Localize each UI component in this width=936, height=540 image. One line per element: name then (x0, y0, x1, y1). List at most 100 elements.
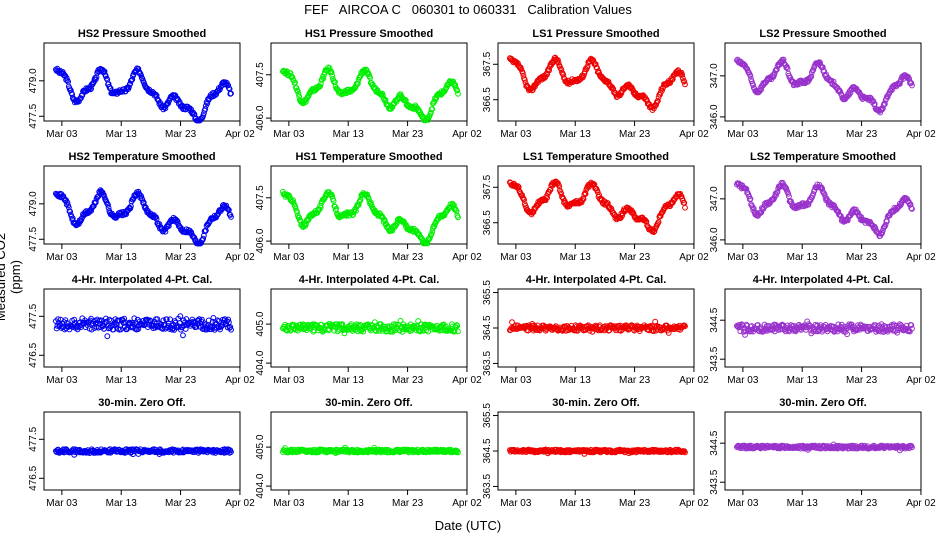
x-tick-label: Mar 13 (106, 375, 138, 386)
data-point (228, 214, 234, 220)
x-tick-label: Mar 23 (846, 129, 878, 140)
y-tick-label: 343.5 (709, 469, 720, 494)
x-tick-label: Mar 03 (46, 375, 78, 386)
data-point (558, 190, 565, 197)
panel-title: LS1 Temperature Smoothed (523, 151, 669, 163)
y-tick-label: 366.5 (482, 210, 493, 235)
panel-2-0: 4-Hr. Interpolated 4-Pt. Cal. Mar 03 Mar 1… (28, 274, 255, 386)
data-point (317, 83, 324, 90)
y-tick-label: 479.0 (28, 68, 39, 93)
data-point (214, 212, 221, 218)
data-point (908, 322, 915, 329)
plot-frame (43, 288, 241, 368)
data-point (180, 332, 186, 339)
data-point (452, 81, 459, 88)
data-series (53, 187, 234, 247)
y-tick-label: 366.5 (482, 87, 493, 112)
plot-frame (724, 288, 922, 368)
data-point (292, 205, 299, 212)
data-point (228, 326, 234, 333)
panel-title: HS2 Pressure Smoothed (78, 28, 206, 40)
data-point (519, 70, 526, 76)
data-point (521, 197, 527, 203)
data-point (125, 84, 132, 91)
data-point (680, 75, 686, 82)
data-point (55, 316, 61, 323)
data-point (645, 324, 652, 330)
data-point (758, 86, 765, 93)
x-tick-label: Apr 02 (225, 375, 255, 386)
y-tick-label: 407.5 (255, 185, 266, 210)
data-point (92, 199, 99, 206)
data-point (225, 316, 232, 323)
data-point (546, 67, 552, 74)
data-point (808, 73, 815, 80)
plot-frame (497, 42, 695, 122)
x-tick-label: Mar 13 (560, 252, 592, 263)
y-tick-label: 364.5 (482, 438, 493, 463)
data-point (453, 322, 460, 328)
data-point (742, 332, 748, 338)
data-point (454, 322, 461, 329)
data-point (884, 94, 891, 100)
x-tick-label: Mar 23 (392, 498, 424, 509)
data-point (162, 105, 169, 112)
data-point (294, 208, 301, 215)
x-tick-label: Apr 02 (906, 252, 936, 263)
panel-title: 30-min. Zero Off. (779, 397, 866, 409)
x-tick-label: Mar 03 (46, 129, 78, 140)
data-point (810, 67, 817, 73)
x-tick-label: Apr 02 (225, 498, 255, 509)
plot-frame (724, 42, 922, 122)
data-series (507, 318, 688, 336)
data-point (847, 89, 854, 96)
data-point (338, 321, 345, 328)
data-point (749, 204, 756, 211)
data-series (507, 54, 688, 113)
data-point (135, 65, 142, 72)
x-tick-label: Apr 02 (679, 498, 709, 509)
y-tick-label: 363.5 (482, 351, 493, 376)
data-series (734, 318, 915, 338)
y-tick-label: 346.0 (709, 104, 720, 129)
y-tick-label: 344.5 (709, 307, 720, 332)
data-point (129, 320, 136, 326)
data-point (882, 221, 889, 228)
x-tick-label: Mar 23 (846, 252, 878, 263)
data-point (103, 315, 109, 322)
x-tick-label: Mar 23 (165, 129, 197, 140)
data-point (592, 61, 599, 68)
x-tick-label: Mar 03 (727, 129, 759, 140)
panel-2-3: 4-Hr. Interpolated 4-Pt. Cal. Mar 03 Mar 1… (709, 274, 936, 386)
y-tick-label: 479.0 (28, 191, 39, 216)
panel-title: 4-Hr. Interpolated 4-Pt. Cal. (72, 274, 213, 286)
panel-title: 4-Hr. Interpolated 4-Pt. Cal. (753, 274, 894, 286)
data-point (743, 186, 750, 192)
data-point (747, 73, 754, 79)
plot-frame (270, 165, 468, 245)
data-point (296, 214, 303, 221)
y-tick-label: 364.5 (482, 315, 493, 340)
data-point (429, 106, 436, 112)
data-point (909, 325, 915, 332)
data-point (89, 204, 96, 211)
data-series (734, 56, 915, 116)
plot-frame (43, 411, 241, 491)
x-tick-label: Mar 03 (46, 498, 78, 509)
data-point (655, 97, 661, 104)
plot-frame (43, 42, 241, 122)
x-tick-label: Mar 13 (560, 129, 592, 140)
y-tick-label: 365.5 (482, 403, 493, 428)
data-point (451, 328, 458, 334)
data-point (682, 323, 688, 330)
panel-title: 30-min. Zero Off. (325, 397, 412, 409)
x-tick-label: Mar 23 (619, 498, 651, 509)
data-point (682, 204, 688, 211)
data-point (515, 60, 521, 67)
data-point (225, 206, 232, 213)
panel-1-2: LS1 Temperature Smoothed Mar 03 Mar 13 Mar … (482, 151, 709, 263)
panel-1-0: HS2 Temperature Smoothed Mar 03 Mar 13 Mar … (28, 151, 255, 263)
data-point (521, 77, 528, 83)
y-tick-label: 346.0 (709, 227, 720, 252)
